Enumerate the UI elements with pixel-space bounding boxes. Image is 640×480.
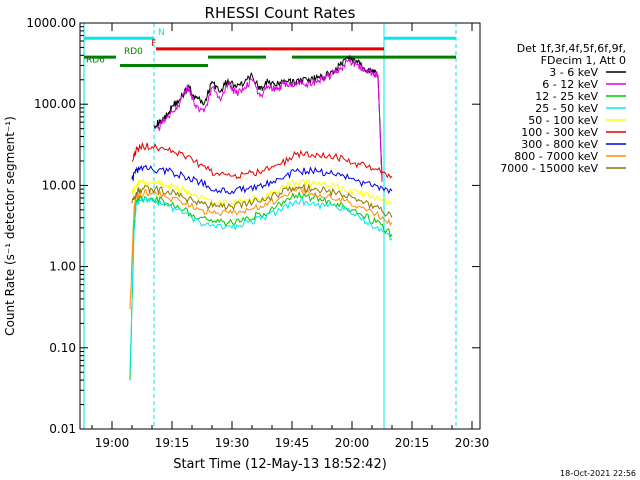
x-tick-label: 19:45 [275, 436, 310, 450]
legend-entry-label: 25 - 50 keV [535, 102, 598, 115]
series-line-4 [131, 177, 392, 209]
series-line-5 [131, 141, 393, 180]
plot-data-layer: NF RD0 RD6 [83, 23, 457, 429]
state-label-f: F [151, 39, 156, 49]
y-axis-label: Count Rate (s⁻¹ detector segment⁻¹) [3, 116, 17, 336]
x-tick-label: 19:00 [95, 436, 130, 450]
state-label-rd6: RD6 [86, 55, 105, 65]
legend-entry-label: 100 - 300 keV [521, 126, 598, 139]
x-tick-label: 20:30 [455, 436, 490, 450]
series-line-1 [157, 58, 383, 183]
legend-entry-label: 3 - 6 keV [549, 66, 598, 79]
legend-header-line-1: Det 1f,3f,4f,5f,6f,9f, [517, 42, 626, 55]
legend-entry-label: 6 - 12 keV [542, 78, 598, 91]
footer-timestamp: 18-Oct-2021 22:56 [560, 469, 636, 478]
legend-entry-label: 12 - 25 keV [535, 90, 598, 103]
legend-entry-label: 300 - 800 keV [521, 138, 598, 151]
x-tick-label: 20:15 [395, 436, 430, 450]
state-label-n: N [158, 28, 165, 38]
axis-ticks: 19:00 19:15 19:30 19:45 20:00 20:15 20:30 1000.… [26, 16, 489, 450]
x-axis-label: Start Time (12-May-13 18:52:42) [173, 457, 387, 472]
plot-frame [79, 22, 481, 430]
x-tick-label: 19:15 [155, 436, 190, 450]
x-tick-label: 20:00 [335, 436, 370, 450]
y-tick-label: 0.10 [49, 341, 76, 355]
legend-entry-label: 800 - 7000 keV [514, 150, 598, 163]
series-line-3 [129, 196, 393, 373]
y-tick-label: 1.00 [49, 260, 76, 274]
legend-entry-label: 7000 - 15000 keV [500, 162, 598, 175]
series-line-7 [129, 187, 393, 310]
y-tick-label: 10.00 [42, 178, 76, 192]
legend-header-line-2: FDecim 1, Att 0 [541, 54, 626, 67]
y-tick-label: 100.00 [34, 97, 76, 111]
y-tick-label: 0.01 [49, 422, 76, 436]
series-line-8 [131, 183, 393, 218]
y-tick-label: 1000.00 [26, 16, 76, 30]
state-label-rd0: RD0 [124, 47, 143, 57]
legend-entry-label: 50 - 100 keV [528, 114, 598, 127]
legend: Det 1f,3f,4f,5f,6f,9f, FDecim 1, Att 0 3… [500, 42, 626, 175]
series-line-6 [131, 164, 393, 195]
x-tick-label: 19:30 [215, 436, 250, 450]
chart-title: RHESSI Count Rates [205, 4, 356, 22]
